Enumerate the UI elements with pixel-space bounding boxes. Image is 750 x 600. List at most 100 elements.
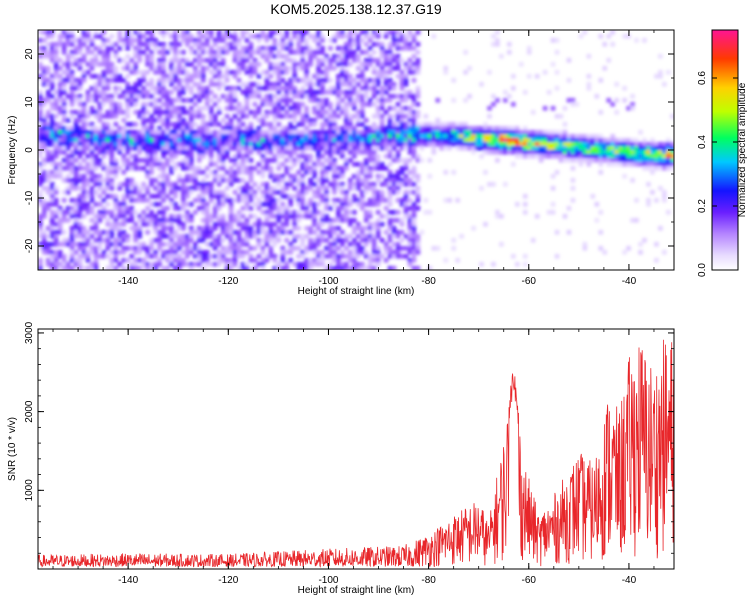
heatmap-cell (260, 166, 266, 171)
heatmap-cell (157, 110, 162, 115)
heatmap-cell (81, 54, 87, 59)
heatmap-cell (185, 126, 190, 131)
heatmap-cell (204, 98, 210, 103)
heatmap-cell (133, 142, 138, 147)
heatmap-cell (383, 126, 389, 131)
heatmap-cell (375, 174, 381, 179)
heatmap-cell (256, 38, 262, 43)
heatmap-cell (113, 66, 119, 71)
heatmap-cell (415, 110, 421, 115)
heatmap-cell (288, 38, 294, 43)
heatmap-cell (379, 46, 385, 51)
heatmap-cell (344, 122, 349, 127)
heatmap-cell (375, 106, 381, 111)
heatmap-cell (153, 90, 158, 95)
heatmap-cell (157, 134, 162, 139)
heatmap-cell (356, 262, 361, 267)
heatmap-cell (471, 142, 476, 147)
heatmap-cell (515, 202, 520, 207)
heatmap-cell (161, 206, 166, 211)
heatmap-cell (204, 150, 210, 155)
heatmap-cell (125, 146, 131, 151)
heatmap-cell (57, 94, 63, 99)
heatmap-cell (125, 238, 131, 243)
heatmap-cell (240, 198, 246, 203)
heatmap-cell (566, 206, 572, 211)
heatmap-cell (336, 198, 341, 203)
heatmap-cell (312, 182, 317, 187)
heatmap-cell (248, 158, 254, 163)
heatmap-cell (328, 266, 333, 270)
heatmap-cell (220, 238, 226, 243)
heatmap-cell (133, 230, 138, 235)
heatmap-cell (208, 194, 214, 199)
heatmap-cell (189, 78, 194, 83)
heatmap-cell (161, 178, 166, 183)
heatmap-cell (511, 74, 516, 79)
heatmap-cell (137, 246, 142, 251)
heatmap-cell (57, 262, 63, 267)
heatmap-cell (288, 142, 294, 147)
heatmap-cell (181, 78, 186, 83)
heatmap-cell (610, 150, 615, 155)
heatmap-cell (212, 234, 218, 239)
heatmap-cell (69, 238, 75, 243)
heatmap-cell (284, 158, 290, 163)
heatmap-cell (117, 166, 123, 171)
heatmap-cell (300, 234, 305, 239)
heatmap-cell (483, 130, 488, 135)
heatmap-cell (359, 74, 365, 79)
heatmap-cell (121, 234, 127, 239)
heatmap-cell (125, 194, 131, 199)
heatmap-cell (165, 206, 170, 211)
heatmap-cell (137, 230, 142, 235)
heatmap-cell (141, 242, 146, 247)
heatmap-cell (272, 66, 278, 71)
heatmap-cell (248, 86, 254, 91)
heatmap-cell (204, 90, 210, 95)
heatmap-cell (447, 138, 453, 143)
heatmap-cell (320, 230, 325, 235)
heatmap-cell (658, 54, 663, 59)
heatmap-cell (153, 134, 158, 139)
heatmap-cell (316, 106, 321, 111)
heatmap-cell (395, 218, 401, 223)
heatmap-cell (495, 30, 500, 35)
heatmap-cell (288, 86, 294, 91)
heatmap-cell (371, 114, 377, 119)
heatmap-cell (300, 90, 305, 95)
heatmap-cell (244, 202, 250, 207)
heatmap-cell (189, 238, 194, 243)
heatmap-cell (344, 78, 349, 83)
heatmap-cell (141, 70, 146, 75)
heatmap-cell (224, 130, 230, 135)
heatmap-cell (189, 122, 194, 127)
heatmap-cell (45, 70, 51, 75)
heatmap-cell (216, 262, 222, 267)
heatmap-cell (447, 122, 453, 127)
heatmap-cell (220, 258, 226, 263)
heatmap-cell (141, 246, 146, 251)
heatmap-cell (260, 142, 266, 147)
heatmap-cell (149, 126, 154, 131)
colorbar: 0.00.20.40.6 Normalized spectral amplitu… (697, 29, 748, 277)
heatmap-cell (304, 246, 309, 251)
heatmap-cell (395, 122, 401, 127)
heatmap-cell (169, 218, 174, 223)
heatmap-cell (340, 62, 345, 67)
heatmap-cell (181, 138, 186, 143)
heatmap-cell (383, 130, 389, 135)
heatmap-cell (181, 30, 186, 35)
heatmap-cell (276, 150, 282, 155)
heatmap-cell (383, 98, 389, 103)
heatmap-cell (193, 130, 198, 135)
heatmap-cell (189, 190, 194, 195)
heatmap-cell (630, 154, 635, 159)
heatmap-cell (324, 142, 329, 147)
heatmap-cell (566, 154, 572, 159)
heatmap-cell (256, 150, 262, 155)
heatmap-cell (85, 46, 91, 51)
heatmap-cell (340, 266, 345, 270)
heatmap-cell (240, 138, 246, 143)
heatmap-cell (45, 138, 51, 143)
